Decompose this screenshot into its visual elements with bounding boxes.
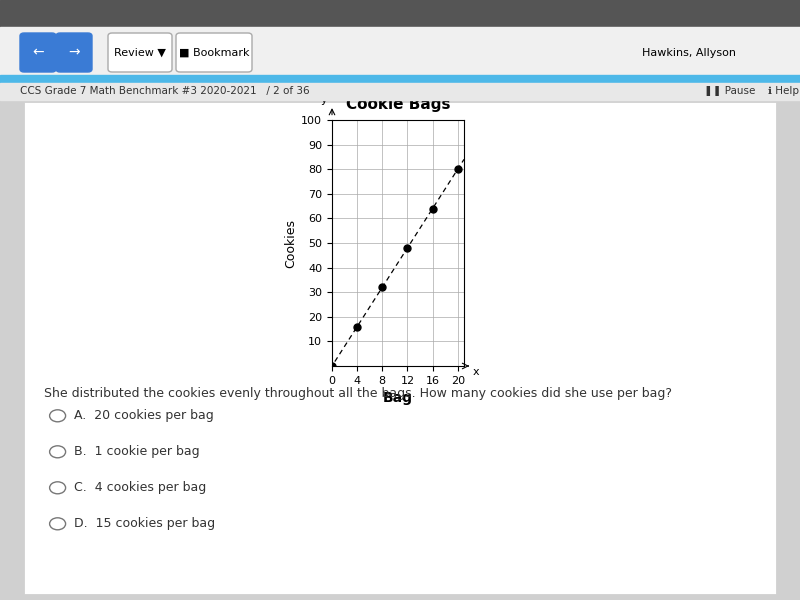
Text: C.  4 cookies per bag: C. 4 cookies per bag bbox=[74, 481, 206, 494]
Text: →: → bbox=[68, 46, 80, 59]
Point bbox=[451, 164, 464, 174]
Y-axis label: Cookies: Cookies bbox=[284, 218, 297, 268]
Title: Cookie Bags: Cookie Bags bbox=[346, 97, 450, 112]
Text: ❚❚ Pause: ❚❚ Pause bbox=[704, 86, 755, 96]
X-axis label: Bag: Bag bbox=[383, 391, 413, 405]
Text: CCS Grade 7 Math Benchmark #3 2020-2021   / 2 of 36: CCS Grade 7 Math Benchmark #3 2020-2021 … bbox=[20, 86, 310, 96]
Point bbox=[401, 243, 414, 253]
Text: ←: ← bbox=[32, 46, 44, 59]
Text: D.  15 cookies per bag: D. 15 cookies per bag bbox=[74, 517, 214, 530]
Text: B.  1 cookie per bag: B. 1 cookie per bag bbox=[74, 445, 199, 458]
Text: ■ Bookmark: ■ Bookmark bbox=[179, 47, 250, 58]
Text: ◔ testnavclient.psonsvc.net: ◔ testnavclient.psonsvc.net bbox=[331, 11, 469, 22]
Text: A.  20 cookies per bag: A. 20 cookies per bag bbox=[74, 409, 214, 422]
Text: She distributed the cookies evenly throughout all the bags. How many cookies did: She distributed the cookies evenly throu… bbox=[44, 387, 672, 400]
Point bbox=[426, 204, 439, 214]
Point bbox=[350, 322, 363, 331]
Point bbox=[376, 283, 389, 292]
Text: y: y bbox=[321, 95, 327, 106]
Point bbox=[326, 361, 338, 371]
Text: Review ▼: Review ▼ bbox=[114, 47, 166, 58]
Text: 19%: 19% bbox=[762, 11, 784, 22]
Text: Hawkins, Allyson: Hawkins, Allyson bbox=[642, 47, 736, 58]
Text: 1:16 PM   Thu Feb 25: 1:16 PM Thu Feb 25 bbox=[16, 11, 119, 22]
Text: x: x bbox=[473, 367, 479, 377]
Text: ℹ Help ▼: ℹ Help ▼ bbox=[768, 86, 800, 96]
